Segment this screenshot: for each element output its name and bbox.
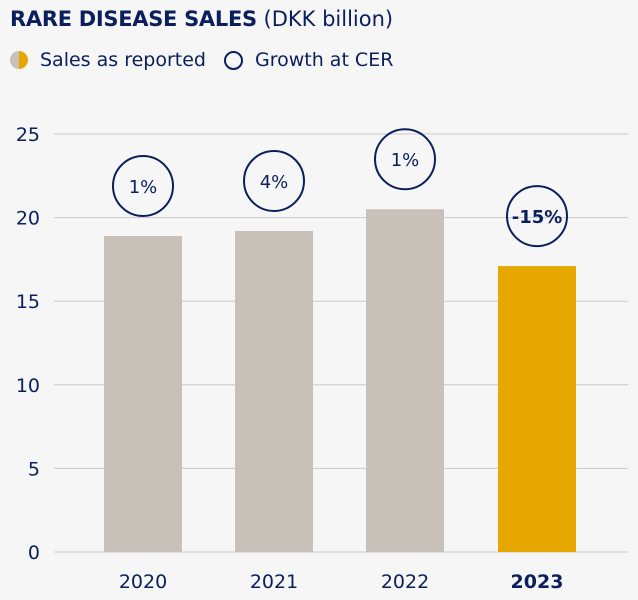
chart-title: RARE DISEASE SALES (DKK billion) xyxy=(10,4,393,34)
chart-title-main: RARE DISEASE SALES xyxy=(10,7,257,31)
x-tick-label: 2023 xyxy=(511,571,564,593)
bar xyxy=(366,209,444,553)
growth-bubble xyxy=(112,154,174,217)
chart-title-unit: (DKK billion) xyxy=(263,7,394,31)
circle-icon xyxy=(223,50,243,70)
bar xyxy=(498,266,576,552)
legend-item-growth: Growth at CER xyxy=(223,46,394,74)
x-tick-label: 2022 xyxy=(381,571,429,593)
y-tick-label: 15 xyxy=(16,291,40,313)
growth-label: 4% xyxy=(260,172,289,193)
legend-label-sales: Sales as reported xyxy=(40,49,206,71)
growth-bubble xyxy=(243,149,305,212)
bar xyxy=(235,230,313,552)
growth-label: 1% xyxy=(129,177,158,198)
legend-label-growth: Growth at CER xyxy=(254,49,394,71)
y-tick-label: 10 xyxy=(16,375,40,397)
half-circle-icon xyxy=(10,51,28,69)
x-tick-label: 2021 xyxy=(250,571,298,593)
growth-bubble xyxy=(374,128,436,191)
y-tick-label: 0 xyxy=(28,542,40,564)
growth-label: 1% xyxy=(391,150,420,171)
y-tick-label: 25 xyxy=(16,124,40,146)
x-tick-label: 2020 xyxy=(119,571,167,593)
legend-item-sales: Sales as reported xyxy=(10,46,206,74)
growth-label: -15% xyxy=(512,207,563,228)
y-tick-label: 5 xyxy=(28,458,40,480)
chart-legend: Sales as reported Growth at CER xyxy=(10,46,411,74)
y-tick-label: 20 xyxy=(16,208,40,230)
bar xyxy=(104,235,182,552)
growth-bubble xyxy=(506,185,568,248)
